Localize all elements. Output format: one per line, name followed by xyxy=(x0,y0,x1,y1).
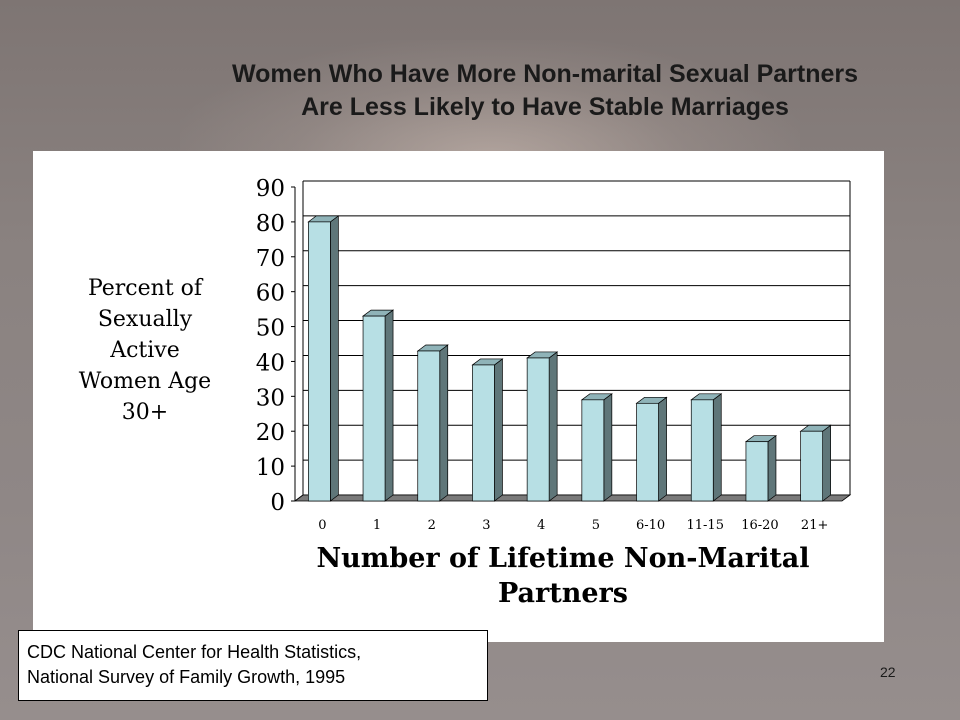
chart-panel: 0 10 20 30 40 50 60 70 80 90 0 1 2 3 4 5 6-10 11-15 16-20… xyxy=(33,151,884,642)
y-tick-label: 20 xyxy=(256,420,285,446)
bar xyxy=(361,309,395,502)
bar-side xyxy=(330,215,339,502)
x-tick-label: 11-15 xyxy=(687,518,724,533)
bar xyxy=(799,424,832,502)
bar-front xyxy=(308,221,331,502)
x-tick-label: 16-20 xyxy=(741,518,778,533)
bar xyxy=(416,344,449,502)
source-citation: CDC National Center for Health Statistic… xyxy=(18,630,488,701)
x-tick-label: 5 xyxy=(592,518,600,533)
slide-title: Women Who Have More Non-marital Sexual P… xyxy=(140,58,950,124)
bar-front xyxy=(636,402,659,502)
x-label-line: Partners xyxy=(498,578,628,609)
bar-front xyxy=(581,399,605,502)
bar xyxy=(580,393,613,502)
bar-side xyxy=(494,358,503,502)
y-axis-label: Percent of Sexually Active Women Age 30+ xyxy=(79,276,211,425)
bar-side xyxy=(658,396,667,502)
x-tick-label: 2 xyxy=(428,518,436,533)
y-tick-label: 90 xyxy=(256,176,285,202)
bar-front xyxy=(472,364,495,502)
bar xyxy=(744,434,778,502)
bar-front xyxy=(362,315,386,502)
x-tick-label: 6-10 xyxy=(636,518,665,533)
x-tick-label: 4 xyxy=(537,518,545,533)
title-line-2: Are Less Likely to Have Stable Marriages xyxy=(301,93,789,121)
bar-side xyxy=(439,344,449,502)
bar-front xyxy=(800,430,824,502)
source-line-1: CDC National Center for Health Statistic… xyxy=(27,642,362,662)
y-tick-label: 50 xyxy=(256,316,285,342)
y-label-line: Sexually xyxy=(98,307,193,332)
y-tick-label: 30 xyxy=(256,385,285,411)
bar-chart: 0 10 20 30 40 50 60 70 80 90 0 1 2 3 4 5 6-10 11-15 16-20… xyxy=(79,176,852,609)
x-tick-label: 1 xyxy=(373,518,381,533)
bar-front xyxy=(526,357,550,502)
bar xyxy=(471,358,504,502)
x-tick-label: 21+ xyxy=(801,518,828,533)
y-tick-label: 40 xyxy=(256,350,285,376)
y-label-line: Percent of xyxy=(88,276,204,301)
bar xyxy=(526,351,559,502)
page-number: 22 xyxy=(880,664,896,680)
bar-side xyxy=(822,424,832,502)
bar-side xyxy=(767,434,777,502)
bar-side xyxy=(384,309,394,502)
grid-lines xyxy=(291,180,851,502)
bar-side xyxy=(548,351,558,502)
bar-front xyxy=(417,350,441,502)
x-axis-label: Number of Lifetime Non-Marital Partners xyxy=(316,543,809,609)
x-tick-labels: 0 1 2 3 4 5 6-10 11-15 16-20 21+ xyxy=(318,518,828,533)
y-tick-labels: 0 10 20 30 40 50 60 70 80 90 xyxy=(256,176,285,516)
bars xyxy=(307,215,832,502)
bar xyxy=(635,396,668,502)
bar-front xyxy=(690,399,714,502)
bar-front xyxy=(745,441,769,502)
y-label-line: Women Age xyxy=(79,369,211,394)
y-label-line: Active xyxy=(109,338,180,363)
y-tick-label: 60 xyxy=(256,281,285,307)
x-tick-label: 3 xyxy=(482,518,490,533)
title-line-1: Women Who Have More Non-marital Sexual P… xyxy=(231,60,859,88)
bar xyxy=(690,393,723,502)
y-label-line: 30+ xyxy=(122,400,168,425)
x-label-line: Number of Lifetime Non-Marital xyxy=(316,543,809,574)
y-tick-label: 70 xyxy=(256,246,285,272)
source-line-2: National Survey of Family Growth, 1995 xyxy=(27,667,346,687)
y-tick-label: 0 xyxy=(270,490,285,516)
bar xyxy=(307,215,340,502)
x-tick-label: 0 xyxy=(318,518,326,533)
bar-side xyxy=(603,393,613,502)
bar-side xyxy=(712,393,722,502)
y-tick-label: 10 xyxy=(256,455,285,481)
y-tick-label: 80 xyxy=(256,211,285,237)
